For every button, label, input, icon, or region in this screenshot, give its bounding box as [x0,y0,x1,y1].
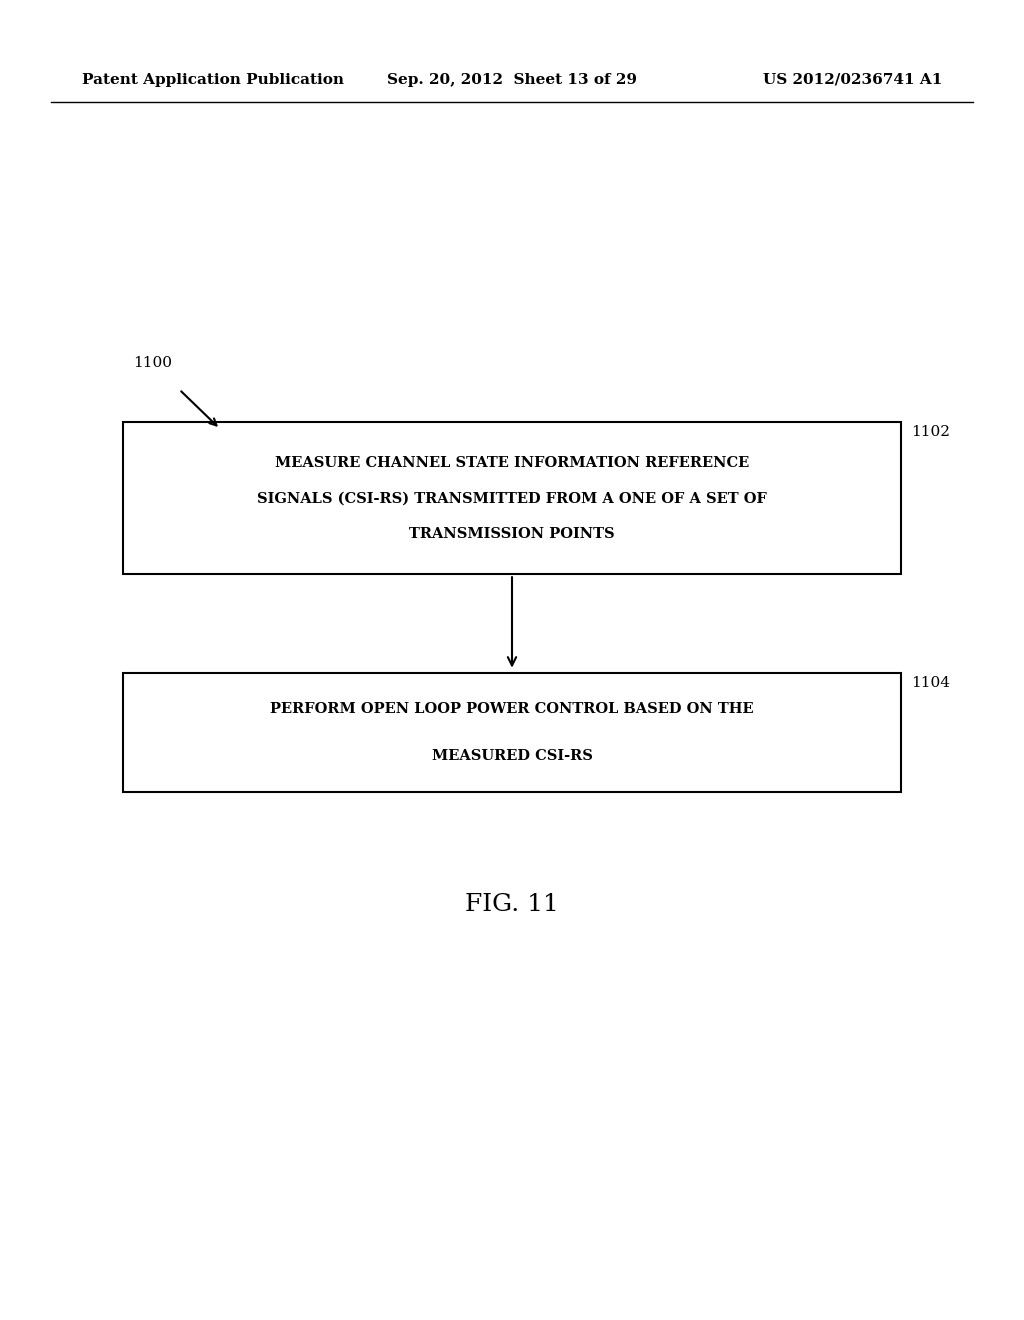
Text: PERFORM OPEN LOOP POWER CONTROL BASED ON THE: PERFORM OPEN LOOP POWER CONTROL BASED ON… [270,702,754,715]
Text: US 2012/0236741 A1: US 2012/0236741 A1 [763,73,942,87]
Text: Patent Application Publication: Patent Application Publication [82,73,344,87]
Text: 1104: 1104 [911,676,950,690]
Text: FIG. 11: FIG. 11 [465,892,559,916]
Text: MEASURED CSI-RS: MEASURED CSI-RS [431,750,593,763]
Text: MEASURE CHANNEL STATE INFORMATION REFERENCE: MEASURE CHANNEL STATE INFORMATION REFERE… [274,455,750,470]
Text: 1100: 1100 [133,355,172,370]
Text: Sep. 20, 2012  Sheet 13 of 29: Sep. 20, 2012 Sheet 13 of 29 [387,73,637,87]
Text: SIGNALS (CSI-RS) TRANSMITTED FROM A ONE OF A SET OF: SIGNALS (CSI-RS) TRANSMITTED FROM A ONE … [257,491,767,506]
FancyBboxPatch shape [123,422,901,574]
FancyBboxPatch shape [123,673,901,792]
Text: 1102: 1102 [911,425,950,440]
Text: TRANSMISSION POINTS: TRANSMISSION POINTS [410,527,614,541]
